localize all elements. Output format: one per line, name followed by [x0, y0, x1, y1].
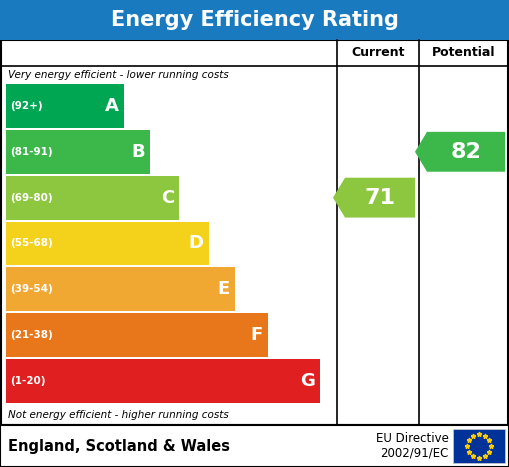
Text: 82: 82 — [450, 142, 482, 162]
Text: (55-68): (55-68) — [10, 239, 53, 248]
Bar — [6, 221, 209, 265]
Bar — [6, 359, 320, 403]
Bar — [6, 268, 235, 311]
Text: C: C — [161, 189, 174, 206]
Text: (39-54): (39-54) — [10, 284, 53, 294]
Polygon shape — [415, 132, 505, 172]
Text: Potential: Potential — [432, 47, 496, 59]
Polygon shape — [333, 178, 415, 218]
Text: (21-38): (21-38) — [10, 330, 53, 340]
Text: (69-80): (69-80) — [10, 193, 52, 203]
Text: B: B — [131, 143, 145, 161]
Text: Not energy efficient - higher running costs: Not energy efficient - higher running co… — [8, 410, 229, 420]
Text: E: E — [218, 280, 230, 298]
Text: D: D — [189, 234, 204, 253]
Text: England, Scotland & Wales: England, Scotland & Wales — [8, 439, 230, 453]
Text: F: F — [250, 326, 263, 344]
Text: G: G — [300, 372, 315, 390]
Text: Current: Current — [351, 47, 405, 59]
Bar — [0, 425, 509, 467]
Text: (81-91): (81-91) — [10, 147, 52, 157]
Text: A: A — [105, 97, 119, 115]
Text: 71: 71 — [364, 188, 395, 208]
Text: EU Directive: EU Directive — [376, 432, 449, 446]
Text: Very energy efficient - lower running costs: Very energy efficient - lower running co… — [8, 70, 229, 80]
Bar — [0, 0, 509, 40]
Text: (1-20): (1-20) — [10, 376, 45, 386]
Text: (92+): (92+) — [10, 101, 43, 111]
Text: 2002/91/EC: 2002/91/EC — [381, 446, 449, 460]
Bar — [6, 84, 124, 128]
Bar — [453, 429, 505, 463]
Bar — [6, 313, 268, 357]
Bar — [6, 130, 150, 174]
Text: Energy Efficiency Rating: Energy Efficiency Rating — [110, 10, 399, 30]
Bar — [1, 40, 508, 425]
Bar — [6, 176, 179, 219]
